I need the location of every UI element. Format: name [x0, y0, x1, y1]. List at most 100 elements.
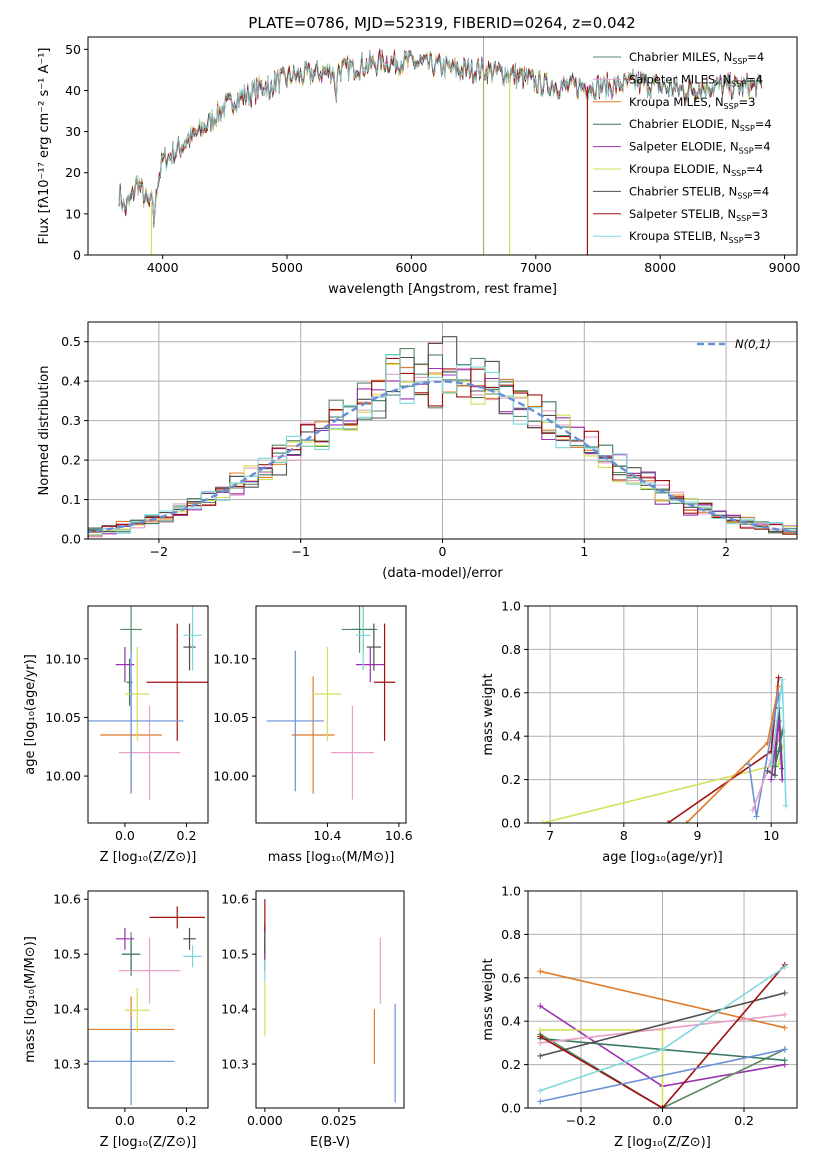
panel-weight-vs-Z: −0.2 0.0 0.2 0.0 0.2 0.4 0.6 0.8 1.0 Z [log₁₀(Z/Z…	[481, 884, 798, 1150]
panel-mass-vs-Z: 0.0 0.2 10.3 10.4 10.5 10.6 Z [log₁₀(Z/Z⊙)] mas…	[23, 890, 209, 1150]
errorbar-point	[356, 647, 385, 683]
errorbar-point	[115, 927, 135, 950]
x-tick-label: 0.000	[247, 1113, 283, 1128]
weight-line	[542, 746, 784, 823]
x-tick-label: 9000	[769, 260, 801, 275]
y-tick-label: 0	[73, 248, 81, 263]
y-tick-label: 10.4	[53, 1002, 81, 1017]
y-tick-label: 0.1	[61, 492, 81, 507]
weight-line	[539, 1033, 786, 1108]
y-axis-label: Flux [fλ10⁻¹⁷ erg cm⁻² s⁻¹ A⁻¹]	[37, 48, 52, 245]
y-tick-label: 10.05	[45, 710, 81, 725]
x-tick-label: −1	[291, 544, 309, 559]
x-tick-label: 9	[694, 828, 702, 843]
x-tick-label: 7000	[520, 260, 552, 275]
y-tick-label: 0.4	[61, 374, 81, 389]
x-tick-label: 7	[546, 828, 554, 843]
errorbar-point	[266, 650, 324, 792]
errorbar-point	[121, 937, 141, 971]
y-tick-label: 0.2	[501, 1057, 521, 1072]
axes-frame	[255, 605, 407, 824]
legend-entry: Chabrier STELIB, NSSP=4	[629, 184, 769, 200]
y-tick-label: 0.5	[61, 334, 81, 349]
x-axis-label: age [log₁₀(age/yr)]	[602, 850, 723, 865]
y-tick-label: 0.2	[61, 453, 81, 468]
errorbar-point	[88, 1017, 175, 1106]
y-axis-label: mass weight	[481, 673, 496, 755]
y-tick-label: 30	[65, 124, 81, 139]
panel-spectrum: 4000 5000 6000 7000 8000 9000 0 10 20 30 40 50 wavel…	[37, 36, 801, 297]
errorbar-point	[366, 623, 381, 671]
x-axis-label: Z [log₁₀(Z/Z⊙)]	[100, 850, 197, 865]
y-tick-label: 10.3	[221, 1057, 249, 1072]
axes-frame	[527, 890, 798, 1109]
y-tick-label: 10.00	[213, 769, 249, 784]
legend-entry: Salpeter STELIB, NSSP=3	[629, 207, 768, 223]
x-tick-label: 0.2	[177, 828, 197, 843]
axes-frame	[87, 890, 209, 1109]
x-tick-label: 1	[580, 544, 588, 559]
errorbar-point	[120, 606, 142, 653]
y-tick-label: 10.10	[213, 651, 249, 666]
figure-title: PLATE=0786, MJD=52319, FIBERID=0264, z=0…	[248, 14, 635, 32]
panel-mass-vs-EBV: 0.000 0.025 10.3 10.4 10.5 10.6 E(B-V)	[221, 890, 405, 1150]
y-tick-label: 0.2	[501, 772, 521, 787]
legend-entry: Kroupa STELIB, NSSP=3	[629, 229, 760, 245]
errorbar-point	[331, 705, 374, 800]
y-tick-label: 10.05	[213, 710, 249, 725]
x-tick-label: 0	[439, 544, 447, 559]
plot-area	[88, 906, 205, 1106]
y-tick-label: 10.6	[221, 892, 249, 907]
y-tick-label: 40	[65, 83, 81, 98]
x-tick-label: 0.0	[653, 1113, 673, 1128]
y-tick-label: 10	[65, 206, 81, 221]
panel-age-vs-Z: 0.0 0.2 10.00 10.05 10.10 Z [log₁₀(Z/Z⊙)] age …	[23, 605, 209, 865]
y-tick-label: 10.00	[45, 769, 81, 784]
y-tick-label: 0.0	[61, 532, 81, 547]
errorbar-point	[124, 647, 150, 741]
y-tick-label: 10.4	[221, 1002, 249, 1017]
y-tick-label: 10.10	[45, 651, 81, 666]
errorbar-point	[88, 650, 184, 792]
x-axis-label: Z [log₁₀(Z/Z⊙)]	[614, 1135, 711, 1150]
x-axis-label: Z [log₁₀(Z/Z⊙)]	[100, 1135, 197, 1150]
errorbar-point	[118, 937, 181, 1004]
x-tick-label: 0.2	[177, 1113, 197, 1128]
legend-entry: N(0,1)	[735, 337, 771, 351]
weight-line	[540, 992, 785, 1057]
x-tick-label: 0.0	[115, 1113, 135, 1128]
axes-frame	[87, 36, 798, 256]
axes-frame	[527, 605, 798, 824]
panel-residuals: −2 −1 0 1 2 0.0 0.1 0.2 0.3 0.4 0.5 (data-model)/er…	[37, 321, 798, 581]
y-tick-label: 1.0	[501, 599, 521, 614]
y-axis-label: mass [log₁₀(M/M⊙)]	[23, 936, 38, 1063]
errorbar-point	[124, 988, 150, 1033]
y-tick-label: 1.0	[501, 884, 521, 899]
x-axis-label: wavelength [Angstrom, rest frame]	[328, 282, 557, 297]
errorbar-point	[183, 945, 202, 968]
weight-line	[667, 677, 780, 823]
x-axis-label: (data-model)/error	[382, 566, 503, 581]
legend-entry: Chabrier MILES, NSSP=4	[629, 50, 764, 66]
errorbar-point	[146, 623, 208, 741]
plot-area	[537, 961, 788, 1108]
errorbar-point	[356, 606, 371, 671]
y-tick-label: 0.8	[501, 927, 521, 942]
legend-entry: Kroupa MILES, NSSP=3	[629, 95, 755, 111]
y-tick-label: 0.6	[501, 970, 521, 985]
x-tick-label: 5000	[271, 260, 303, 275]
errorbar-point	[126, 658, 133, 706]
y-tick-label: 0.4	[501, 1014, 521, 1029]
x-tick-label: 8	[620, 828, 628, 843]
plot-area	[264, 899, 396, 1103]
y-tick-label: 0.3	[61, 413, 81, 428]
x-tick-label: 10	[763, 828, 779, 843]
x-tick-label: −2	[150, 544, 168, 559]
y-tick-label: 10.5	[53, 947, 81, 962]
x-tick-label: 4000	[147, 260, 179, 275]
panel-age-vs-mass: 10.4 10.6 10.00 10.05 10.10 mass [log₁₀(M/M⊙)…	[213, 605, 413, 865]
x-tick-label: 0.025	[321, 1113, 357, 1128]
x-tick-label: 6000	[395, 260, 427, 275]
x-tick-label: 10.6	[385, 828, 413, 843]
x-tick-label: 8000	[644, 260, 676, 275]
